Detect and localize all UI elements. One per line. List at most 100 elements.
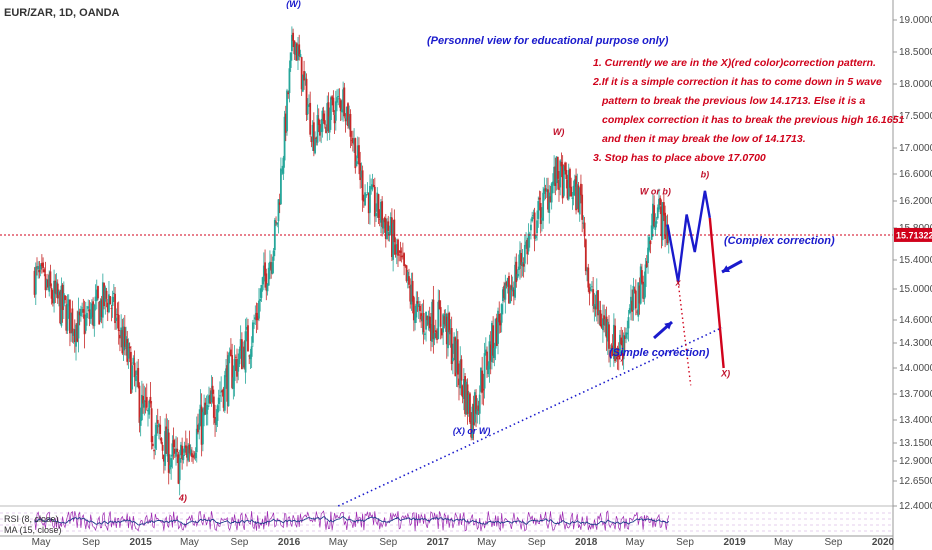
time-axis[interactable]: May Sep 2015 May Sep 2016 May Sep 2017 May Sep 2018… [32,537,895,548]
time-tick-label: Sep [676,537,694,548]
candle-body [322,113,325,122]
price-axis[interactable]: 19.00000 18.50000 18.00000 17.50000 17.00000… [892,0,932,550]
candle-body [114,293,116,324]
candle-body [259,298,262,302]
candle-body [633,289,636,291]
candle-body [217,397,220,404]
candle-body [638,285,641,304]
candle-body [476,409,479,415]
candle-body [489,344,492,361]
price-tick-label: 12.90000 [899,456,932,467]
candle-body [516,273,519,279]
support-trendline [337,326,723,507]
candle-body [200,406,203,445]
candle-body [434,330,437,333]
candle-body [641,270,643,283]
candle-body [366,192,369,194]
price-tick-label: 15.40000 [899,255,932,266]
candle-body [87,306,90,309]
candle-body [287,92,290,95]
candle-body [308,104,310,107]
candle-body [244,331,247,373]
candle-body [226,365,229,402]
time-tick-label: Sep [825,537,843,548]
candle-body [310,136,313,143]
candle-body [481,370,484,393]
candle-body [570,186,573,197]
wave-label: X) [720,369,730,379]
candle-body [480,367,482,392]
candle-body [334,101,337,121]
candle-body [373,186,376,217]
candle-body [149,396,152,404]
candle-body [60,285,63,326]
candle-body [255,312,258,321]
candle-body [77,311,80,339]
candle-body [54,280,57,294]
candle-body [619,334,621,354]
candle-body [565,169,568,180]
candle-body [153,450,155,452]
candle-body [160,438,163,444]
candle-body [569,169,571,188]
candle-body [33,270,36,295]
candle-body [211,385,214,394]
candle-body [247,325,249,352]
wave-label: (X) or W) [453,426,491,436]
candle-body [162,454,165,462]
time-tick-label: Sep [231,537,249,548]
candle-body [43,269,46,273]
candle-body [543,188,546,195]
candle-body [210,390,213,403]
candle-body [538,197,541,200]
time-tick-label: 2019 [723,537,746,548]
candle-body [111,296,114,306]
price-tick-label: 12.40000 [899,501,932,512]
candle-body [120,327,123,337]
candle-body [110,308,113,310]
candle-body [112,292,115,295]
candle-body [159,424,162,434]
candle-body [119,334,121,339]
candle-body [520,253,523,265]
candle-body [132,357,135,364]
candle-body [345,106,348,121]
candle-body [523,244,526,264]
candle-body [588,287,591,294]
candle-body [470,421,473,438]
candle-body [76,323,79,342]
candle-body [349,113,352,137]
candle-body [284,113,287,133]
candle-body [48,275,51,292]
candle-body [582,222,585,224]
candle-body [288,68,291,94]
candle-body [611,345,614,356]
candle-body [116,314,119,315]
candle-body [406,271,409,281]
candle-body [301,74,304,92]
candle-body [333,115,336,124]
candle-body [571,197,574,199]
candle-body [199,404,202,426]
wave-label: W or b) [640,186,671,196]
candle-body [626,332,629,335]
candle-body [131,365,134,390]
candle-body [145,396,148,408]
candle-body [506,277,509,287]
candle-body [177,454,180,484]
candle-body [487,365,490,375]
candle-body [548,192,551,213]
candle-body [278,202,281,205]
candle-body [271,262,274,274]
candle-body [442,314,445,333]
candle-body [547,189,549,210]
candle-body [482,388,485,391]
candle-body [661,202,664,241]
candle-body [328,116,331,133]
candle-body [408,276,410,285]
candle-body [65,304,68,331]
candle-body [655,221,658,224]
candle-body [382,219,385,229]
candle-body [290,34,293,52]
